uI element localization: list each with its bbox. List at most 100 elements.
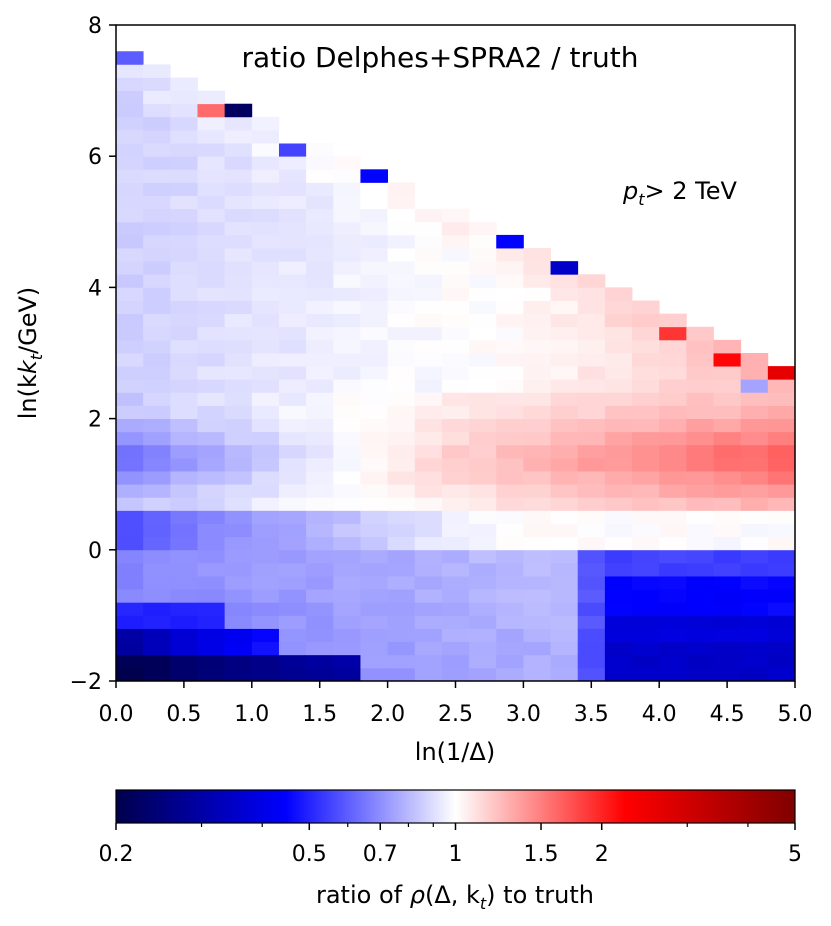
heatmap-cell	[523, 444, 551, 459]
heatmap-cell	[306, 274, 334, 288]
heatmap-cell	[251, 536, 280, 551]
heatmap-cell	[333, 287, 361, 301]
heatmap-cell	[632, 353, 660, 367]
pt-annotation: pt> 2 TeV	[622, 177, 738, 209]
x-tick-label: 4.5	[710, 702, 745, 727]
heatmap-cell	[713, 510, 742, 524]
heatmap-cell	[116, 274, 144, 288]
heatmap-cell	[686, 562, 714, 577]
heatmap-cell	[197, 169, 226, 183]
heatmap-cell	[577, 510, 606, 524]
heatmap-cell	[713, 562, 742, 577]
heatmap-cell	[143, 418, 171, 433]
heatmap-cell	[197, 497, 226, 511]
heatmap-cell	[632, 379, 660, 393]
heatmap-cell	[604, 549, 633, 564]
heatmap-cell	[143, 234, 171, 249]
heatmap-cell	[224, 431, 253, 446]
heatmap-cell	[116, 431, 144, 446]
heatmap-cell	[441, 628, 470, 643]
heatmap-cell	[306, 287, 334, 301]
heatmap-cell	[306, 379, 334, 393]
heatmap-cell	[686, 339, 714, 354]
heatmap-cell	[278, 182, 307, 196]
heatmap-cell	[360, 641, 388, 656]
heatmap-cell	[116, 654, 144, 669]
heatmap-cell	[333, 641, 361, 656]
heatmap-cell	[659, 339, 687, 354]
heatmap-cell	[116, 628, 144, 643]
heatmap-cell	[496, 392, 524, 406]
heatmap-cell	[387, 523, 416, 538]
heatmap-cell	[577, 562, 606, 577]
heatmap-cell	[604, 667, 633, 682]
heatmap-cell	[387, 431, 416, 446]
heatmap-cell	[251, 615, 280, 629]
heatmap-cell	[469, 628, 497, 643]
heatmap-cell	[251, 628, 280, 643]
heatmap-cell	[659, 405, 687, 419]
heatmap-cell	[387, 300, 416, 315]
heatmap-cell	[251, 576, 280, 590]
heatmap-cell	[632, 589, 660, 603]
heatmap-cell	[604, 562, 633, 577]
heatmap-cell	[604, 484, 633, 498]
heatmap-cell	[523, 392, 551, 406]
heatmap-cell	[278, 353, 307, 367]
heatmap-cell	[387, 182, 416, 196]
heatmap-cells	[116, 51, 796, 682]
heatmap-cell	[550, 615, 579, 629]
heatmap-cell	[577, 471, 606, 485]
heatmap-cell	[116, 208, 144, 223]
heatmap-cell	[767, 471, 796, 485]
heatmap-cell	[632, 654, 660, 669]
heatmap-cell	[469, 523, 497, 538]
heatmap-cell	[496, 654, 524, 669]
heatmap-cell	[414, 261, 443, 275]
heatmap-cell	[387, 667, 416, 682]
heatmap-cell	[333, 602, 361, 616]
heatmap-cell	[740, 353, 769, 367]
heatmap-cell	[170, 195, 198, 210]
heatmap-cell	[767, 392, 796, 406]
heatmap-cell	[414, 274, 443, 288]
heatmap-cell	[333, 156, 361, 170]
heatmap-cell	[740, 667, 769, 682]
heatmap-cell	[713, 471, 742, 485]
heatmap-cell	[360, 471, 388, 485]
heatmap-cell	[496, 418, 524, 433]
heatmap-cell	[441, 392, 470, 406]
heatmap-cell	[523, 510, 551, 524]
heatmap-cell	[116, 64, 144, 78]
heatmap-cell	[143, 497, 171, 511]
heatmap-cell	[659, 576, 687, 590]
heatmap-cell	[278, 313, 307, 328]
heatmap-cell	[170, 615, 198, 629]
heatmap-cell	[740, 471, 769, 485]
heatmap-cell	[577, 392, 606, 406]
heatmap-cell	[116, 379, 144, 393]
heatmap-cell	[659, 418, 687, 433]
colorbar-tick-label: 2	[595, 842, 609, 867]
heatmap-cell	[224, 654, 253, 669]
heatmap-cell	[116, 300, 144, 315]
heatmap-cell	[604, 589, 633, 603]
heatmap-cell	[143, 156, 171, 170]
heatmap-cell	[116, 353, 144, 367]
heatmap-cell	[632, 339, 660, 354]
heatmap-cell	[360, 562, 388, 577]
heatmap-cell	[414, 221, 443, 236]
heatmap-cell	[659, 510, 687, 524]
heatmap-cell	[387, 274, 416, 288]
heatmap-cell	[170, 392, 198, 406]
heatmap-cell	[632, 523, 660, 538]
heatmap-cell	[333, 576, 361, 590]
heatmap-cell	[713, 654, 742, 669]
heatmap-cell	[333, 208, 361, 223]
heatmap-cell	[197, 353, 226, 367]
heatmap-cell	[414, 615, 443, 629]
heatmap-cell	[740, 641, 769, 656]
heatmap-cell	[170, 379, 198, 393]
heatmap-cell	[659, 379, 687, 393]
heatmap-cell	[523, 248, 551, 262]
